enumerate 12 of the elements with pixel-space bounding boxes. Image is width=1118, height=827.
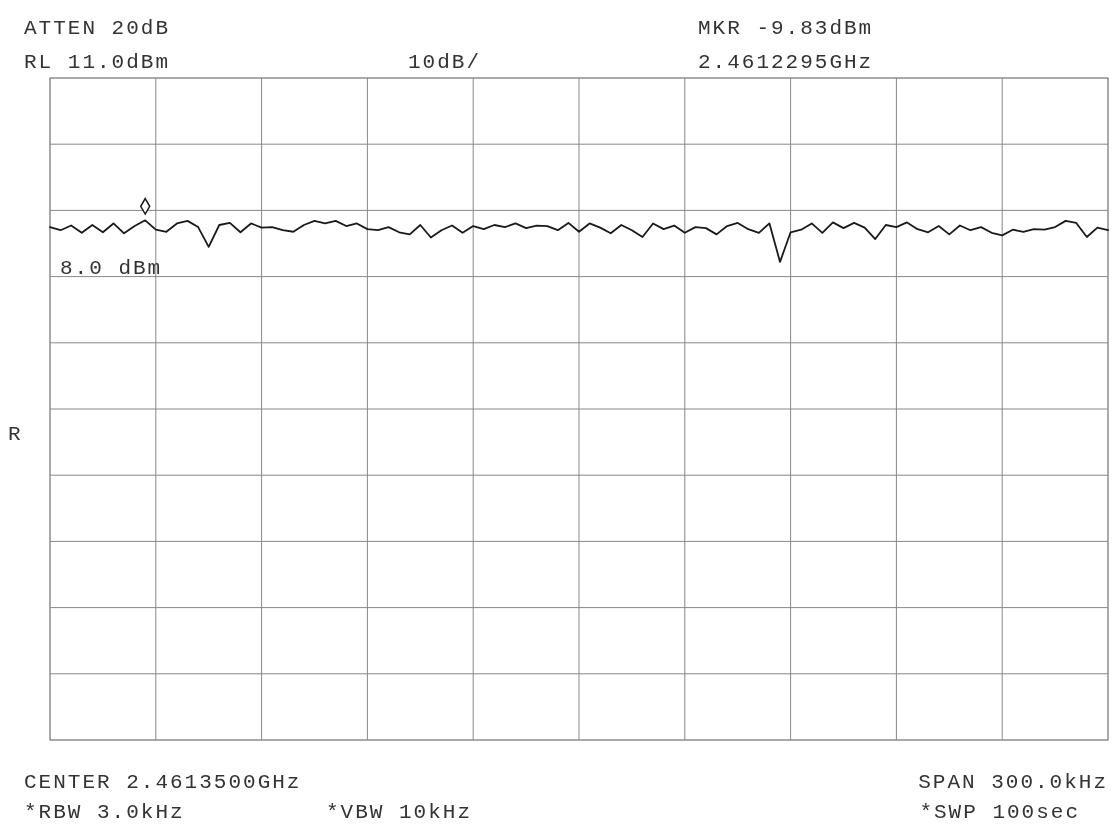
annotation: 8.0 dBm — [60, 257, 163, 280]
text: CENTER 2.4613500GHz — [24, 771, 302, 794]
text: RL 11.0dBm — [24, 51, 171, 74]
text: *RBW 3.0kHz — [24, 801, 185, 824]
text: 2.4612295GHz — [698, 51, 874, 74]
text: R — [8, 423, 23, 446]
text: ATTEN 20dB — [24, 17, 171, 40]
text: MKR -9.83dBm — [698, 17, 874, 40]
text: *VBW 10kHz — [326, 801, 473, 824]
text: 10dB/ — [408, 51, 482, 74]
text: *SWP 100sec — [919, 801, 1080, 824]
text: SPAN 300.0kHz — [918, 771, 1108, 794]
